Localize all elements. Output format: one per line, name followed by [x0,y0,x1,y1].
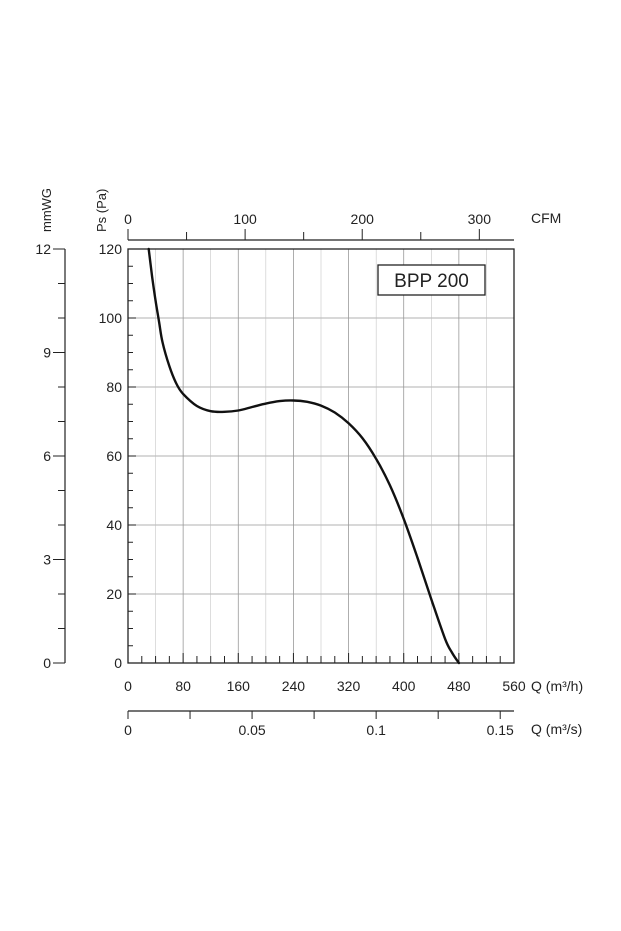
cfm-tick-label: 200 [351,211,375,227]
ticks [53,229,515,719]
pa-tick-label: 100 [99,310,123,326]
plot-frame [127,248,515,664]
m3h-tick-label: 80 [175,678,191,694]
pa-tick-label: 0 [114,655,122,671]
x-axis-label-m3s: Q (m³/s) [531,721,582,737]
pa-tick-label: 20 [106,586,122,602]
m3s-tick-label: 0.1 [366,722,386,738]
m3h-tick-label: 560 [502,678,526,694]
m3h-tick-label: 0 [124,678,132,694]
y-axis-label-pa: Ps (Pa) [94,189,109,232]
mmwg-tick-label: 6 [43,448,51,464]
axes [64,239,515,712]
m3s-tick-label: 0.05 [238,722,265,738]
model-label: BPP 200 [394,271,469,292]
performance-curve [147,247,461,665]
cfm-tick-label: 300 [468,211,492,227]
grid [128,249,514,663]
m3h-tick-label: 400 [392,678,416,694]
m3h-tick-label: 320 [337,678,361,694]
mmwg-tick-label: 0 [43,655,51,671]
mmwg-tick-label: 12 [35,241,51,257]
model-label-box: BPP 200 [377,264,486,296]
m3h-tick-label: 160 [227,678,251,694]
x-axis-label-m3h: Q (m³/h) [531,678,583,694]
cfm-tick-label: 0 [124,211,132,227]
m3h-tick-label: 240 [282,678,306,694]
m3h-tick-label: 480 [447,678,471,694]
m3s-tick-label: 0 [124,722,132,738]
m3s-tick-label: 0.15 [487,722,514,738]
pa-tick-label: 120 [99,241,123,257]
mmwg-tick-label: 9 [43,345,51,361]
pa-tick-label: 80 [106,379,122,395]
pa-tick-label: 40 [106,517,122,533]
cfm-tick-label: 100 [233,211,257,227]
y-axis-label-mmwg: mmWG [39,188,54,232]
x-axis-label-cfm: CFM [531,210,561,226]
pa-tick-label: 60 [106,448,122,464]
mmwg-tick-label: 3 [43,552,51,568]
